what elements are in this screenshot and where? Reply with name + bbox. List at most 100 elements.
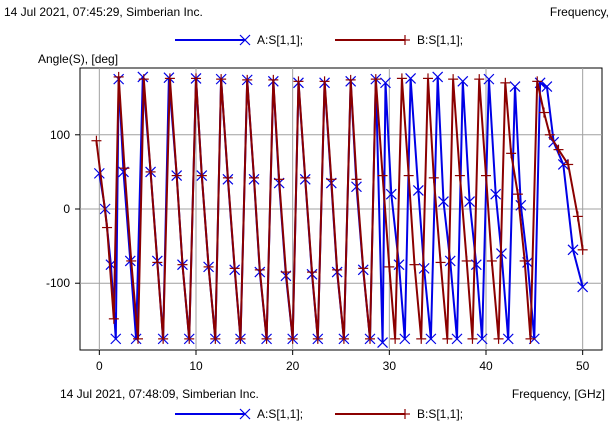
marker-stroke — [432, 71, 444, 83]
x-tick-label: 20 — [286, 359, 300, 373]
series-b-point — [133, 333, 143, 344]
series-b-point — [572, 211, 583, 222]
marker-stroke — [541, 81, 553, 92]
series-b-point — [287, 333, 298, 344]
marker-stroke — [490, 188, 502, 200]
series-b-point — [512, 189, 523, 200]
series-b-point — [91, 135, 102, 146]
series-b-point — [409, 259, 420, 270]
top-frequency-label: Frequency, — [549, 5, 609, 19]
series-b-point — [274, 174, 285, 185]
x-tick-label: 10 — [189, 359, 203, 373]
series-b-point — [506, 148, 517, 159]
series-a-point — [567, 244, 579, 256]
series-b-point — [191, 73, 201, 84]
series-b-point — [319, 76, 330, 87]
series-b-point — [300, 172, 311, 183]
y-tick-label: 100 — [50, 128, 70, 142]
marker-stroke — [577, 281, 589, 293]
series-b-point — [196, 170, 207, 181]
series-a-point — [483, 73, 495, 85]
marker-stroke — [93, 167, 105, 179]
series-a-point — [110, 333, 122, 345]
series-b-point — [222, 172, 233, 183]
series-b-point — [461, 255, 472, 266]
series-b-point — [377, 170, 388, 181]
marker-stroke — [515, 199, 527, 211]
series-a-point — [470, 259, 482, 271]
marker-stroke — [239, 408, 251, 420]
series-a-point — [377, 337, 388, 349]
series-a-point — [239, 408, 251, 420]
marker-stroke — [110, 333, 122, 345]
series-b-point — [519, 255, 530, 266]
series-b-point — [384, 261, 395, 272]
series-b-point — [332, 264, 343, 275]
series-b-point — [210, 333, 221, 344]
marker-stroke — [502, 333, 514, 345]
series-a-point — [93, 167, 105, 179]
marker-stroke — [425, 333, 437, 345]
series-a-point — [380, 77, 391, 89]
series-b-point — [532, 76, 543, 87]
top-timestamp: 14 Jul 2021, 07:45:29, Simberian Inc. — [4, 5, 203, 19]
series-b-point — [338, 333, 349, 344]
series-b-point — [448, 74, 459, 85]
series-b-point — [138, 74, 149, 85]
series-b-point — [486, 255, 497, 266]
marker-stroke — [418, 262, 430, 274]
marker-stroke — [377, 337, 388, 349]
marker-stroke — [438, 196, 449, 208]
series-b-point — [428, 172, 439, 183]
series-b-point — [351, 174, 362, 185]
series-a-point — [438, 196, 449, 208]
series-a-point — [509, 81, 521, 92]
marker-stroke — [483, 73, 495, 85]
series-b-point — [152, 257, 163, 268]
series-b-point — [312, 333, 323, 344]
legend-a-label: A:S[1,1]; — [257, 407, 303, 421]
marker-stroke — [405, 72, 417, 84]
series-a-point — [515, 199, 527, 211]
series-b-point — [525, 333, 536, 344]
series-a-point — [457, 75, 469, 87]
marker-stroke — [470, 259, 482, 271]
series-b-point — [268, 74, 279, 85]
series-b-point — [113, 71, 124, 82]
series-b-point — [229, 263, 240, 274]
series-b-point — [467, 333, 478, 344]
series-a-point — [464, 196, 475, 208]
series-b-point — [254, 264, 265, 275]
marker-stroke — [464, 196, 475, 208]
marker-stroke — [239, 34, 251, 46]
series-b-point — [553, 144, 564, 155]
series-b-point — [203, 261, 214, 272]
marker-stroke — [163, 72, 175, 84]
x-tick-label: 0 — [96, 359, 103, 373]
series-a-point — [432, 71, 444, 83]
marker-stroke — [393, 259, 405, 271]
marker-stroke — [457, 75, 469, 87]
series-a-point — [137, 71, 149, 83]
y-axis-label: Angle(S), [deg] — [38, 52, 118, 66]
series-a-point — [476, 333, 488, 345]
series-b-point — [164, 73, 175, 84]
series-b-point — [145, 166, 156, 177]
series-a-point — [163, 72, 175, 84]
series-b-point — [500, 77, 511, 88]
legend-b-label: B:S[1,1]; — [417, 407, 463, 421]
series-b-point — [184, 333, 195, 344]
x-tick-label: 40 — [479, 359, 493, 373]
series-b-point — [158, 333, 169, 344]
series-layer — [91, 71, 589, 349]
series-b-point — [326, 174, 337, 185]
series-b-point — [216, 74, 227, 85]
series-b-point — [293, 76, 304, 87]
series-b-point — [539, 107, 549, 118]
series-b-point — [365, 333, 375, 344]
series-a-point — [412, 185, 424, 196]
legend-top: A:S[1,1]; B:S[1,1]; — [175, 33, 463, 47]
series-a-point — [425, 333, 437, 345]
series-b-point — [280, 267, 291, 278]
